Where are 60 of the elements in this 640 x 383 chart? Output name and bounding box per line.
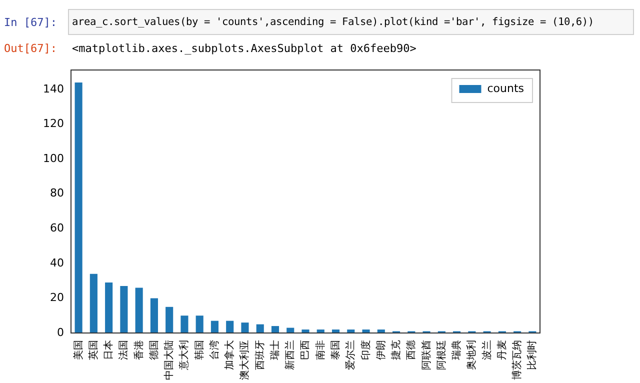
y-tick-label: 60 <box>50 221 64 234</box>
bar <box>210 320 219 333</box>
x-tick-label: 法国 <box>118 340 130 360</box>
y-tick-label: 100 <box>42 152 64 165</box>
text: In [67]: <box>4 16 57 29</box>
x-tick-label: 阿联酋 <box>420 340 432 370</box>
x-tick-label: 南非 <box>314 340 326 360</box>
x-tick-label: 香港 <box>132 340 145 360</box>
x-tick-label: 瑞典 <box>450 340 463 360</box>
y-tick-label: 120 <box>42 117 64 130</box>
x-tick-label: 伊朗 <box>374 340 387 360</box>
bar <box>166 306 174 333</box>
bar <box>105 282 113 333</box>
bar <box>256 324 264 333</box>
bar <box>226 320 234 333</box>
x-tick-label: 泰国 <box>330 340 342 360</box>
x-tick-label: 日本 <box>102 340 115 360</box>
x-tick-label: 德国 <box>148 340 160 360</box>
x-tick-label: 巴西 <box>300 340 312 360</box>
bar <box>196 316 204 333</box>
x-tick-label: 奥地利 <box>466 340 478 370</box>
text: area_c.sort_values(by = 'counts',ascending = False).plot(kind ='bar', figsize = (10,6)) <box>68 9 634 35</box>
bar <box>74 82 82 333</box>
bar <box>180 316 188 333</box>
y-tick-label: 80 <box>50 186 64 200</box>
x-tick-label: 中国大陆 <box>163 340 176 380</box>
x-tick-label: 意大利 <box>178 340 190 371</box>
x-tick-label: 加拿大 <box>224 340 236 370</box>
bar <box>150 298 158 333</box>
bar <box>362 330 370 333</box>
y-tick-label: 0 <box>56 326 64 339</box>
x-tick-label: 博茨瓦纳 <box>511 340 524 380</box>
x-tick-label: 澳大利亚 <box>238 340 251 380</box>
x-tick-label: 新西兰 <box>284 340 296 370</box>
y-tick-label: 20 <box>50 291 64 304</box>
bar <box>120 286 128 333</box>
x-tick-label: 丹麦 <box>496 340 508 360</box>
text: Out[67]: <box>4 42 57 55</box>
x-tick-label: 西德 <box>406 340 418 360</box>
bar <box>135 288 143 333</box>
x-tick-label: 英国 <box>87 340 100 360</box>
x-tick-label: 台湾 <box>208 340 220 360</box>
legend-label: counts <box>487 82 524 95</box>
bar <box>241 322 249 333</box>
x-tick-label: 韩国 <box>193 340 206 360</box>
bar <box>90 274 98 333</box>
x-tick-label: 美国 <box>72 340 84 360</box>
bar <box>271 326 280 333</box>
x-tick-label: 印度 <box>360 340 372 360</box>
x-tick-label: 阿根廷 <box>435 340 448 370</box>
y-tick-label: 40 <box>50 256 64 270</box>
x-tick-label: 比利时 <box>526 340 538 370</box>
x-tick-label: 瑞士 <box>268 340 281 360</box>
x-tick-label: 西班牙 <box>254 340 266 370</box>
x-tick-label: 捷克 <box>390 340 402 360</box>
x-tick-label: 爱尔兰 <box>344 340 357 370</box>
y-tick-label: 140 <box>42 82 64 96</box>
x-tick-label: 波兰 <box>480 340 493 360</box>
text: <matplotlib.axes._subplots.AxesSubplot at 0x6feeb90> <box>72 42 416 55</box>
bar <box>302 330 310 333</box>
